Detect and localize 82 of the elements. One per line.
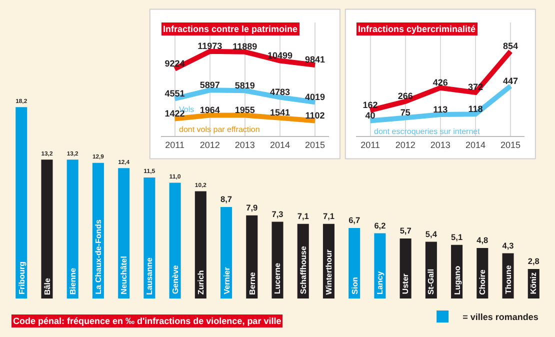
data-label: 426 <box>432 78 448 88</box>
data-label: 9841 <box>305 54 326 65</box>
data-label: 7,1 <box>322 210 335 221</box>
x-tick-label: 2011 <box>165 140 184 150</box>
data-label: 447 <box>503 76 518 86</box>
x-tick-label: Köniz <box>529 272 538 294</box>
data-label: 266 <box>398 91 413 102</box>
data-label: 5897 <box>200 80 220 90</box>
x-tick-label: Berne <box>248 272 257 295</box>
data-label: 7,1 <box>297 210 310 221</box>
bar <box>41 160 53 298</box>
x-tick-label: Bienne <box>68 267 78 295</box>
data-label: 4019 <box>305 92 326 102</box>
x-tick-label: Uster <box>401 274 410 294</box>
bar <box>118 168 130 298</box>
data-label: 1955 <box>234 105 255 116</box>
x-tick-label: Choire <box>478 269 487 295</box>
x-tick-label: 2012 <box>395 140 416 150</box>
data-label: 4,3 <box>502 241 514 250</box>
data-label: 7,3 <box>272 210 284 219</box>
x-tick-label: Vernier <box>222 267 232 294</box>
data-label: 1964 <box>200 104 220 115</box>
x-tick-label: 2011 <box>360 140 380 150</box>
data-label: 4551 <box>164 88 185 98</box>
x-tick-label: Bâle <box>42 278 52 295</box>
bar <box>194 191 206 298</box>
bar <box>169 182 181 298</box>
data-label: 1541 <box>270 108 290 118</box>
series-label: dont escroqueries sur internet <box>374 127 481 136</box>
data-label: 11889 <box>232 42 258 52</box>
x-tick-label: Lugano <box>452 266 462 295</box>
x-tick-label: Schaffhouse <box>299 246 308 294</box>
bar <box>16 107 28 298</box>
data-label: 6,7 <box>348 216 360 226</box>
x-tick-label: 2012 <box>200 140 220 150</box>
data-label: 5,1 <box>451 232 463 242</box>
x-tick-label: St-Gall <box>426 268 436 295</box>
data-label: 75 <box>400 108 410 118</box>
text: Code pénal: fréquence en ‰ d'infractions de violence, par ville <box>13 316 282 326</box>
data-label: 1102 <box>305 110 325 120</box>
data-label: 162 <box>362 100 378 110</box>
x-tick-label: 2013 <box>430 140 450 150</box>
data-label: 7,9 <box>246 202 258 213</box>
x-tick-label: Neuchâtel <box>119 256 128 294</box>
bar <box>220 206 232 298</box>
x-tick-label: Winterthour <box>324 249 334 295</box>
data-label: 4783 <box>270 87 290 98</box>
bar <box>144 178 156 298</box>
x-tick-label: Lancy <box>375 270 384 294</box>
text: Infractions cybercriminalité <box>358 24 476 34</box>
x-tick-label: Sion <box>350 276 360 294</box>
text: Infractions contre le patrimoine <box>163 24 298 34</box>
x-tick-label: 2014 <box>465 140 486 150</box>
x-tick-label: 2015 <box>305 140 326 150</box>
x-tick-label: Zurich <box>196 270 206 295</box>
x-tick-label: La Chaux-de-Fonds <box>94 218 104 294</box>
legend-label: = villes romandes <box>462 312 538 322</box>
data-label: 10499 <box>267 50 292 61</box>
data-label: 5,4 <box>425 230 438 239</box>
data-label: 113 <box>433 104 448 114</box>
x-tick-label: Lucerne <box>273 262 282 294</box>
data-label: 2,8 <box>528 256 540 266</box>
data-label: 5819 <box>234 80 255 90</box>
data-label: 40 <box>365 110 376 120</box>
x-tick-label: Lausanne <box>144 257 154 295</box>
x-tick-label: 2013 <box>234 140 255 150</box>
data-label: 6,2 <box>374 220 386 230</box>
data-label: 8,7 <box>220 194 232 204</box>
data-label: 854 <box>503 41 518 52</box>
x-tick-label: Fribourg <box>17 261 26 294</box>
series-label: dont vols par effraction <box>179 125 260 134</box>
x-tick-label: Genève <box>171 264 180 294</box>
data-label: 5,7 <box>400 226 412 236</box>
data-label: 11973 <box>198 41 222 52</box>
bar <box>348 228 360 298</box>
x-tick-label: Thoune <box>504 264 514 294</box>
bar <box>272 222 284 298</box>
x-tick-label: 2015 <box>500 140 521 150</box>
x-tick-label: 2014 <box>270 140 290 150</box>
bar <box>246 215 258 298</box>
bar <box>66 160 78 298</box>
data-label: 4,8 <box>476 235 489 246</box>
